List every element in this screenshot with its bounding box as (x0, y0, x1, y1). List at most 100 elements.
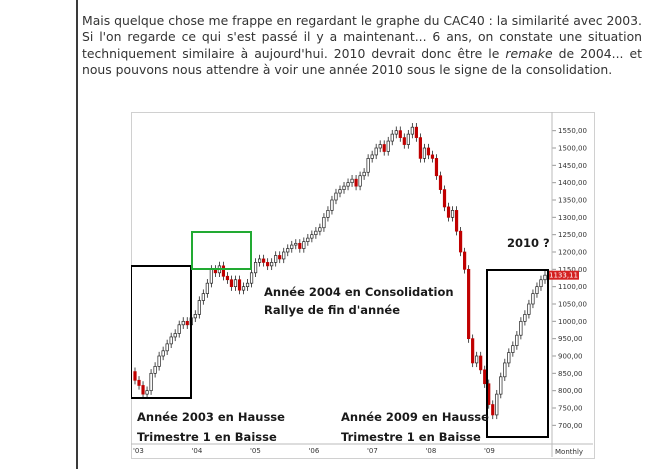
candle-up (274, 255, 278, 263)
box-2004 (191, 231, 252, 270)
candle-up (209, 268, 213, 284)
candle-up (406, 133, 410, 145)
y-tick-label: 750,00 (558, 405, 583, 413)
article-paragraph: Mais quelque chose me frappe en regardan… (82, 13, 642, 79)
last-price-label: 1133,11 (549, 272, 578, 280)
candle-up (153, 366, 157, 374)
cac40-chart: 1550,00 1500,00 1450,00 1400,00 1350,00 1300,… (131, 112, 593, 457)
candle-down (430, 154, 435, 159)
candle-group (133, 123, 547, 420)
candle-up (394, 130, 398, 135)
candle-up (322, 216, 326, 229)
left-border-rule (76, 0, 78, 469)
article-text-part1: Mais quelque chose me frappe en regardan… (82, 13, 642, 61)
label-consolidation-1: Année 2004 en Consolidation (264, 285, 454, 299)
candle-up (318, 227, 322, 232)
label-hausse-2003-1: Année 2003 en Hausse (137, 410, 285, 424)
candle-down (398, 130, 402, 138)
candle-up (531, 293, 535, 305)
label-consolidation-2: Rallye de fin d'année (264, 303, 400, 317)
y-tick-label: 1400,00 (558, 179, 587, 187)
label-hausse-2009-2: Trimestre 1 en Baisse (341, 430, 481, 444)
candle-up (181, 320, 185, 326)
candle-up (390, 133, 394, 142)
candle-up (358, 175, 362, 187)
candle-down (471, 338, 475, 364)
box-2009 (486, 269, 549, 438)
candle-up (294, 242, 298, 246)
x-tick-label: '07 (367, 447, 378, 455)
candle-up (342, 185, 346, 190)
candle-up (306, 237, 310, 242)
candle-down (438, 175, 443, 190)
candle-up (290, 244, 294, 249)
candle-up (314, 230, 318, 236)
candle-up (165, 343, 169, 352)
candle-up (535, 286, 539, 294)
candle-up (157, 355, 161, 367)
x-tick-label: '04 (192, 447, 203, 455)
candle-up (177, 324, 181, 334)
candle-up (233, 279, 238, 288)
candle-up (366, 158, 370, 173)
candle-up (503, 362, 507, 378)
candle-up (499, 376, 503, 395)
x-tick-label: '03 (133, 447, 144, 455)
candle-up (149, 372, 153, 392)
candle-down (454, 210, 459, 232)
label-2010: 2010 ? (507, 236, 550, 250)
y-tick-label: 1200,00 (558, 249, 587, 257)
candle-down (491, 404, 495, 416)
candle-up (386, 140, 390, 152)
candle-down (463, 251, 467, 270)
candle-down (133, 371, 137, 381)
candle-up (334, 192, 338, 201)
candle-up (258, 258, 262, 263)
candle-up (205, 282, 209, 294)
y-tick-label: 1100,00 (558, 283, 587, 291)
candle-up (302, 241, 306, 249)
candle-up (169, 336, 173, 345)
candle-down (434, 158, 439, 177)
y-tick-label: 1450,00 (558, 162, 587, 170)
x-tick-label: '09 (484, 447, 495, 455)
candle-up (374, 147, 378, 156)
candle-down (221, 265, 226, 277)
y-tick-label: 800,00 (558, 387, 583, 395)
candle-down (418, 137, 422, 159)
candle-up (346, 182, 350, 187)
candle-up (310, 234, 314, 239)
candle-down (446, 206, 451, 218)
candle-down (185, 320, 189, 326)
candle-down (442, 189, 447, 208)
x-tick-label: '06 (309, 447, 320, 455)
y-tick-label: 1250,00 (558, 231, 587, 239)
candle-up (362, 171, 366, 177)
candle-up (350, 178, 354, 184)
y-tick-label: 950,00 (558, 335, 583, 343)
candle-down (229, 279, 234, 288)
y-tick-label: 1500,00 (558, 145, 587, 153)
y-tick-label: 1150,00 (558, 266, 587, 274)
candle-up (515, 334, 519, 346)
y-tick-label: 1300,00 (558, 214, 587, 222)
candle-down (483, 369, 487, 385)
y-tick-label: 1050,00 (558, 301, 587, 309)
x-tick-label: '05 (250, 447, 261, 455)
candle-up (410, 126, 414, 135)
candle-up (338, 189, 342, 194)
x-tick-label: '08 (426, 447, 437, 455)
candle-up (511, 345, 515, 353)
last-price-tag (547, 270, 579, 280)
candle-up (527, 303, 531, 315)
y-tick-label: 1000,00 (558, 318, 587, 326)
candle-down (137, 379, 141, 386)
candle-up (422, 147, 427, 159)
candle-down (262, 258, 266, 263)
candle-down (458, 230, 463, 253)
candle-down (382, 144, 386, 152)
candle-up (249, 272, 254, 284)
candle-up (241, 286, 246, 291)
candle-up (326, 210, 330, 218)
candle-down (354, 178, 358, 187)
